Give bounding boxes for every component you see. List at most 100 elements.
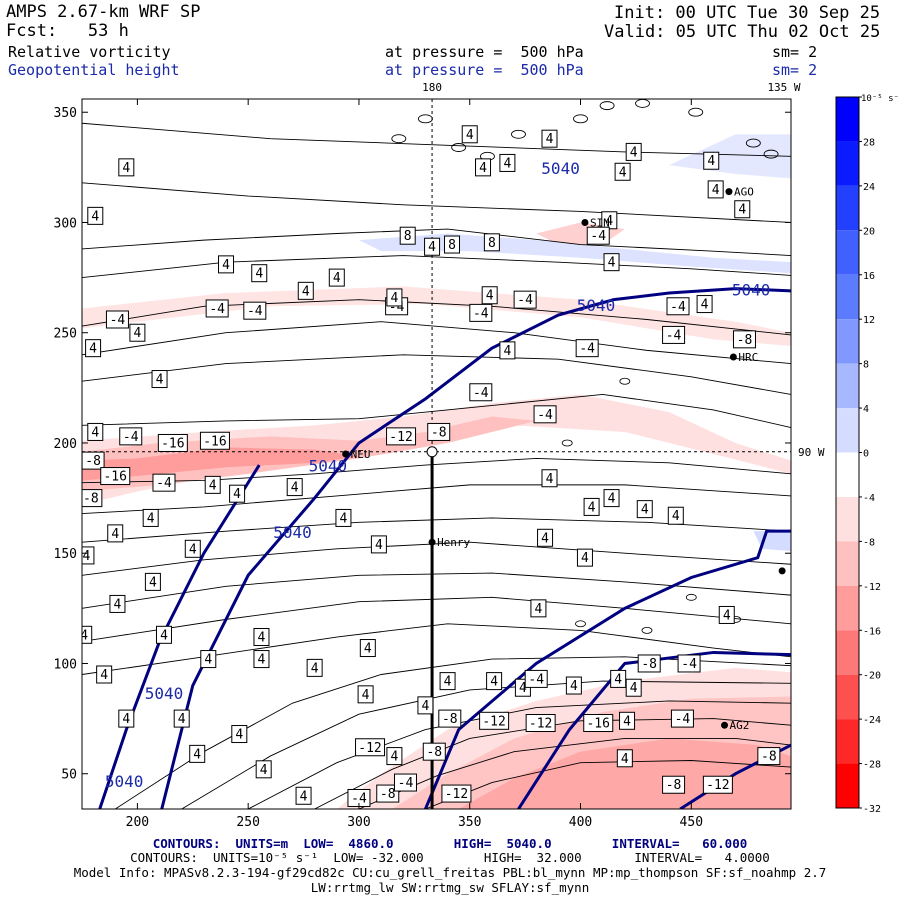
contour-label-box [525,714,556,733]
contour-label-box [100,467,131,486]
station-label: AGO [734,186,754,199]
vorticity-noise-blob [635,99,651,108]
contour-label: 4 [122,161,130,176]
y-tick-label: 150 [54,547,77,562]
contour-label: 4 [362,688,370,703]
contour-label-box [306,658,323,677]
contour-label: 4 [630,681,638,696]
contour-label: -4 [517,293,533,308]
contour-label-box [614,162,631,181]
contour-label-box [541,129,558,148]
contour-label-box [335,508,352,527]
contour-label: -8 [761,750,777,765]
valid-time: Valid: 05 UTC Thu 02 Oct 25 [604,22,881,42]
contour-label-box [151,370,168,389]
contour-label-box [200,650,217,669]
contour-label: -16 [586,717,609,732]
contour-label-box [386,288,403,307]
contour-label: -4 [537,408,553,423]
contour-label-box [677,654,701,673]
colorbar-label: 0 [863,449,869,460]
contour-label: 8 [448,238,456,253]
contour-label-box [524,669,548,688]
vorticity-noise-blob [451,143,467,152]
contour-label: 4 [623,714,631,729]
contour-label-box [583,497,600,516]
contour-label-box [625,142,642,161]
contour-label: 4 [503,156,511,171]
station-marker [428,538,436,546]
height-contour-label: 5040 [145,684,184,703]
height-contour-line [160,287,791,809]
station-label: SIN [590,216,610,229]
lat-label-90w: 90 W [798,446,825,459]
contour-label-box [438,709,462,728]
contour-label-box [87,206,104,225]
station-marker [342,450,350,458]
station-marker [729,353,737,361]
contour-label-box [297,281,314,300]
contour-label-box [670,709,694,728]
contour-label: -8 [666,778,682,793]
vorticity-noise-blob [391,134,407,144]
x-tick-label: 250 [236,815,259,830]
colorbar-segment [836,630,859,675]
x-tick-label: 400 [569,815,592,830]
contour-label-box [205,299,229,318]
field2-name: Geopotential height [8,61,180,79]
contour-label: 4 [701,298,709,313]
contour-label-box [82,625,93,644]
vort-band-upper [82,286,791,346]
contour-label-box [667,506,684,525]
contour-label: 4 [233,487,241,502]
colorbar-segment [836,319,859,364]
colorbar-segment [836,496,859,542]
contour-label: 4 [209,478,217,493]
contour-label: 4 [91,425,99,440]
contour-label-box [537,528,554,547]
contour-label: -4 [123,430,139,445]
y-tick-label: 350 [54,106,77,121]
height-contour-label: 5040 [577,296,616,315]
contour-label-box [253,650,270,669]
field1-name: Relative vorticity [8,43,171,61]
contour-label-box [757,747,781,766]
colorbar-segment [836,141,859,186]
vorticity-contour-line [358,737,791,809]
contour-label: 8 [488,236,496,251]
contour-label-box [107,524,124,543]
contour-label-box [441,784,472,803]
contour-label: -4 [579,342,595,357]
contour-label-box [427,422,451,441]
y-tick-label: 250 [54,327,77,342]
contour-label-box [189,744,206,763]
contour-label-box [479,711,510,730]
contour-label-box [530,599,547,618]
contour-label: 4 [490,675,498,690]
contour-label-box [144,572,161,591]
vort-band-positive [358,233,791,274]
contour-label-box [636,500,653,519]
contour-label-box [513,290,537,309]
vorticity-contour-line [314,718,791,809]
contour-label-box [637,654,661,673]
contour-label: 4 [422,699,430,714]
field1-smoothing: sm= 2 [772,43,818,61]
colorbar-segment [836,230,859,275]
model-title: AMPS 2.67-km WRF SP [6,2,201,22]
contour-label: 4 [605,214,613,229]
colorbar-label: -32 [863,804,881,815]
contour-label-box [231,725,248,744]
contour-label-box [444,235,461,254]
x-tick-label: 200 [126,815,149,830]
vorticity-noise-blob [599,101,615,111]
contour-label: 4 [608,256,616,271]
contour-label: 4 [621,752,629,767]
contour-label-box [386,747,403,766]
contour-label-box [118,709,135,728]
contour-label-box [424,237,441,256]
contour-label: -4 [681,657,697,672]
contour-label-box [666,297,690,316]
contour-label: -16 [103,470,126,485]
contour-label-box [386,427,417,446]
